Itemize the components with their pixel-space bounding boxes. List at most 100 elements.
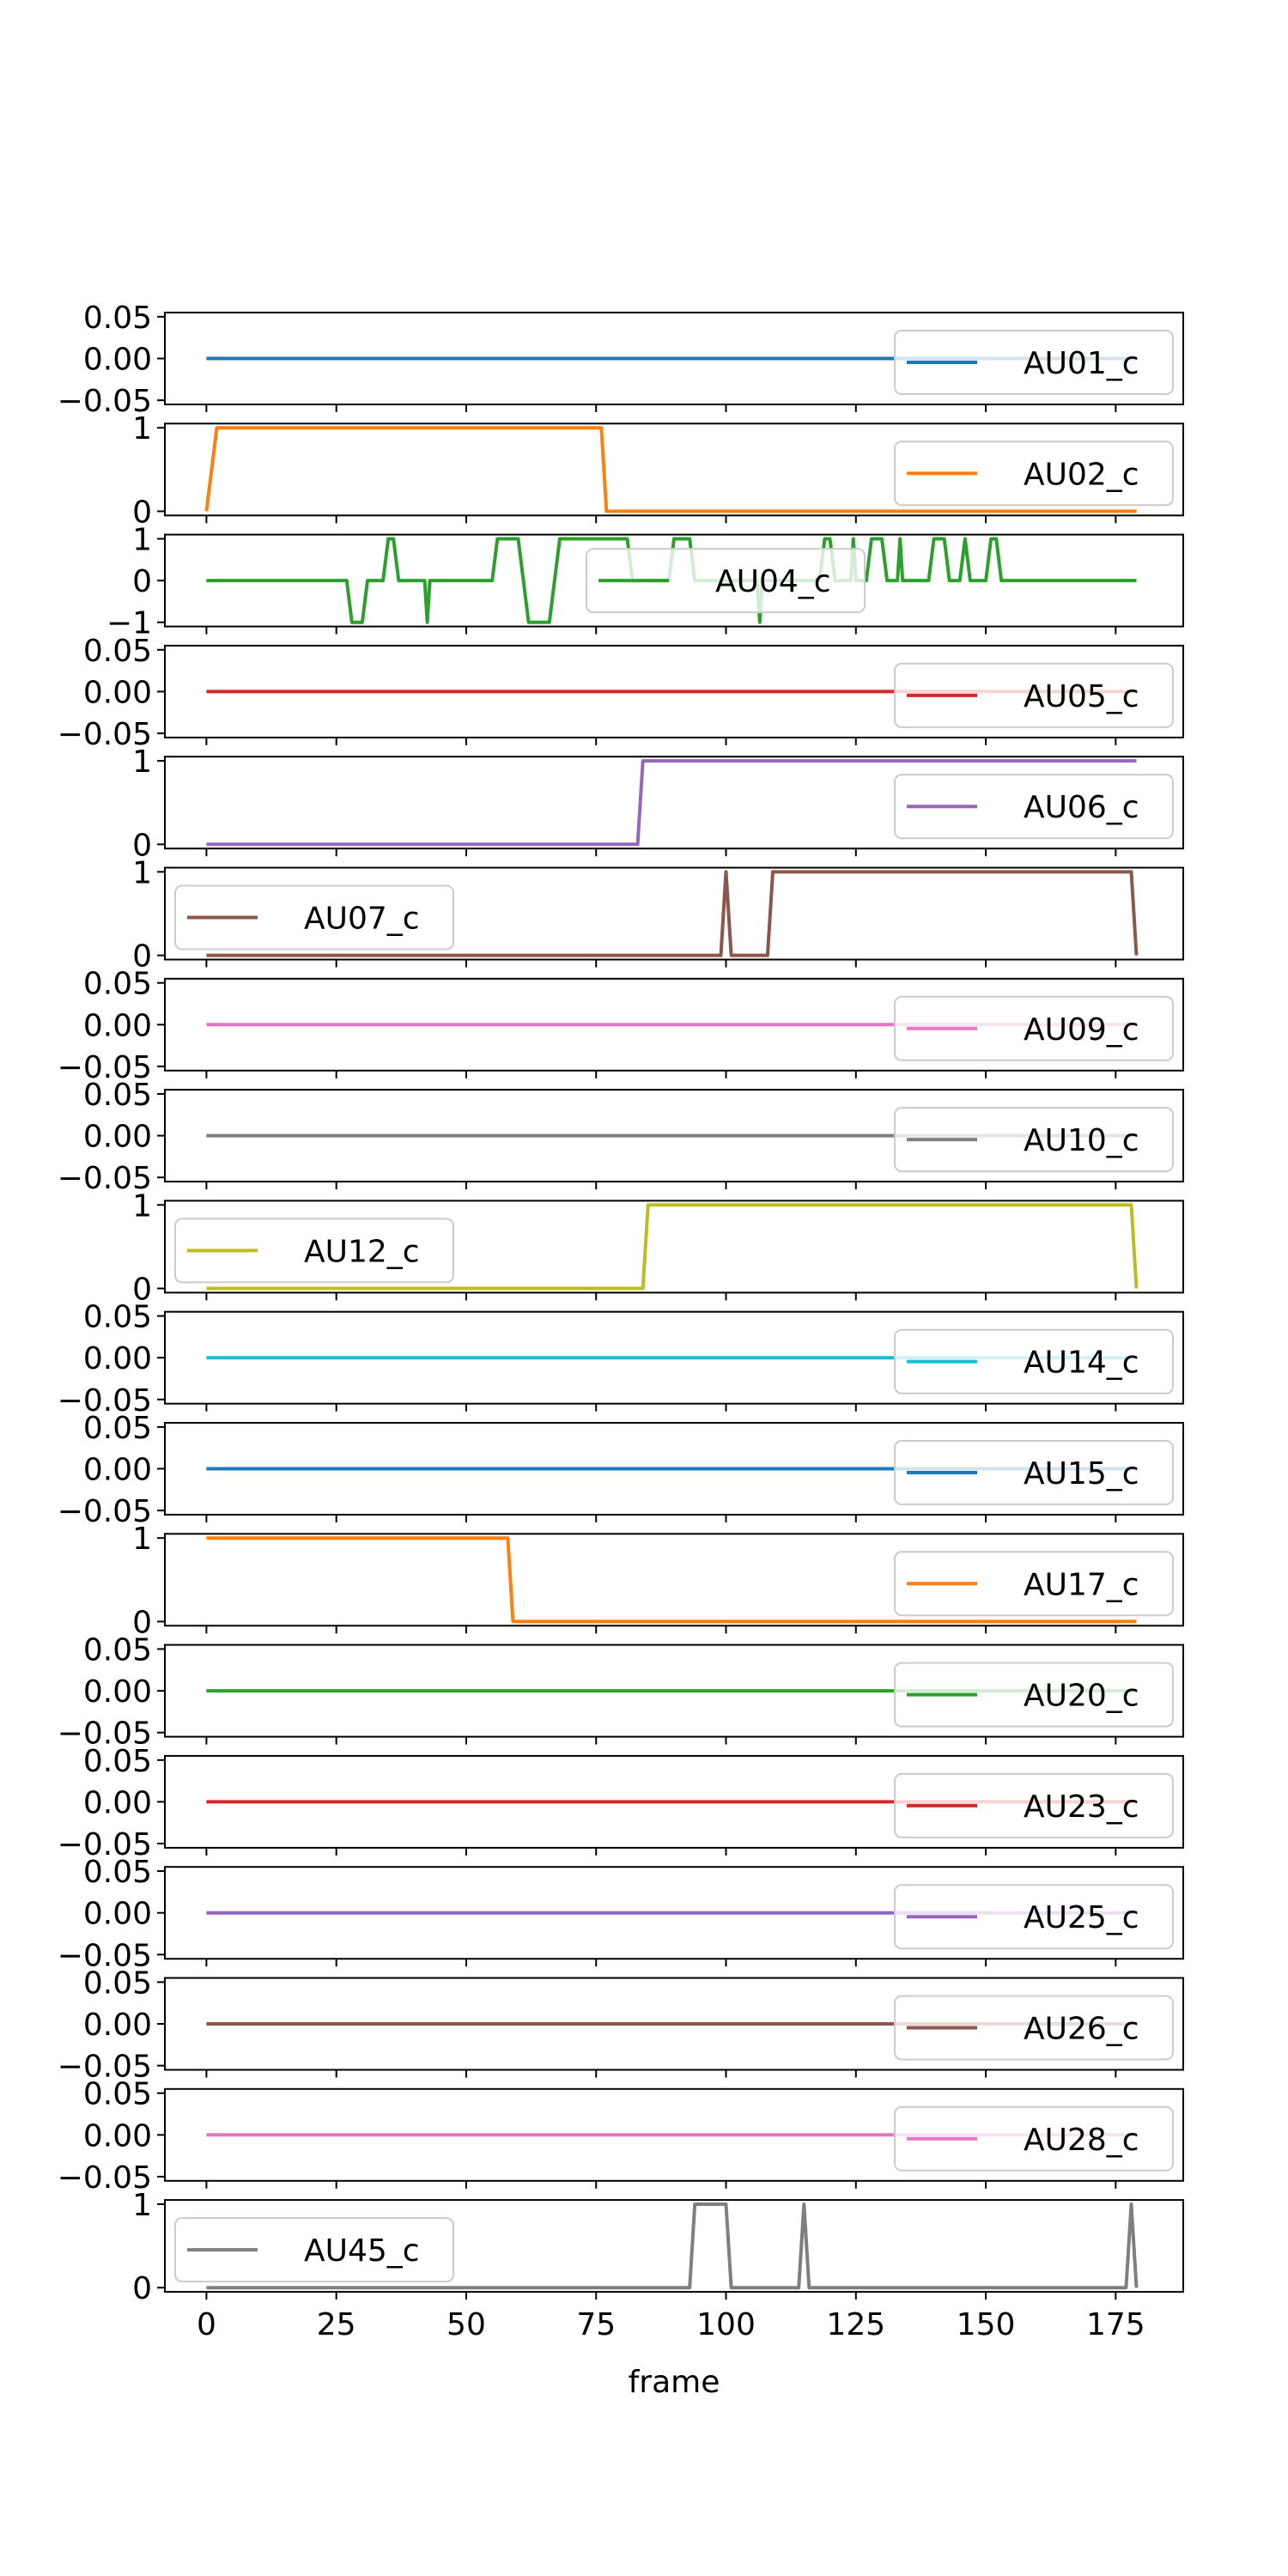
legend-frame bbox=[174, 1218, 454, 1284]
legend-au45-c: AU45_c bbox=[174, 2217, 454, 2283]
y-tick-label: 1 bbox=[132, 744, 152, 780]
legend-frame bbox=[894, 1551, 1174, 1617]
axes-frame bbox=[164, 312, 1184, 405]
y-tick-label: 0.00 bbox=[83, 1008, 152, 1043]
legend-frame bbox=[894, 1995, 1174, 2061]
y-tick-label: 0.00 bbox=[83, 2008, 152, 2043]
legend-frame bbox=[894, 1440, 1174, 1505]
x-tick-label: 175 bbox=[1086, 2307, 1145, 2342]
y-tick-label: 0.00 bbox=[83, 1674, 152, 1710]
legend-label: AU01_c bbox=[1024, 346, 1139, 381]
y-tick-label: −0.05 bbox=[58, 1383, 152, 1419]
legend-au25-c: AU25_c bbox=[894, 1884, 1174, 1950]
legend-label: AU45_c bbox=[304, 2233, 420, 2269]
legend-au06-c: AU06_c bbox=[894, 774, 1174, 840]
y-tick-label: 0.00 bbox=[83, 1341, 152, 1376]
y-tick-label: 0.05 bbox=[83, 1632, 152, 1668]
legend-label: AU26_c bbox=[1024, 2012, 1139, 2047]
axes-frame bbox=[164, 533, 1184, 628]
legend-au01-c: AU01_c bbox=[894, 330, 1174, 395]
y-tick-label: 1 bbox=[132, 411, 152, 447]
subplot-au12-c: 0 1 AU12_c bbox=[132, 1188, 1184, 1308]
series-line-au02-c bbox=[204, 426, 1137, 513]
y-tick-label: 0.05 bbox=[83, 1965, 152, 2001]
x-tick-label: 100 bbox=[696, 2307, 756, 2342]
legend-au15-c: AU15_c bbox=[894, 1440, 1174, 1505]
legend-au05-c: AU05_c bbox=[894, 662, 1174, 728]
y-tick-label: 0.05 bbox=[83, 1744, 152, 1779]
axes-frame bbox=[164, 977, 1184, 1072]
legend-frame bbox=[894, 1772, 1174, 1838]
axes-frame bbox=[164, 1422, 1184, 1516]
y-tick-label: 0 bbox=[132, 828, 152, 863]
x-tick-label: 150 bbox=[957, 2307, 1016, 2342]
subplot-au28-c: −0.05 0.00 0.05 AU28_c bbox=[58, 2077, 1184, 2196]
series-line-au06-c bbox=[206, 759, 1137, 847]
axes-frame bbox=[164, 1866, 1184, 1960]
y-tick-label: 0.00 bbox=[83, 1785, 152, 1820]
y-tick-label: −0.05 bbox=[58, 1827, 152, 1862]
y-tick-label: −0.05 bbox=[58, 2050, 152, 2085]
subplot-au04-c: −1 0 1 AU04_c bbox=[106, 522, 1184, 641]
subplot-au01-c: −0.05 0.00 0.05 AU01_c bbox=[58, 301, 1184, 419]
axes-frame bbox=[164, 1754, 1184, 1849]
legend-label: AU20_c bbox=[1024, 1679, 1139, 1714]
x-tick-label: 75 bbox=[576, 2307, 616, 2342]
legend-frame bbox=[174, 2217, 454, 2283]
y-tick-label: −0.05 bbox=[58, 1938, 152, 1973]
y-tick-label: 1 bbox=[132, 2188, 152, 2223]
x-tick-label: 25 bbox=[317, 2307, 356, 2342]
subplot-au17-c: 0 1 AU17_c bbox=[132, 1522, 1184, 1640]
x-tick-label: 0 bbox=[197, 2307, 216, 2342]
legend-au28-c: AU28_c bbox=[894, 2105, 1174, 2172]
subplot-au23-c: −0.05 0.00 0.05 AU23_c bbox=[58, 1744, 1184, 1862]
subplot-au07-c: 0 1 AU07_c bbox=[132, 855, 1184, 975]
y-tick-label: −0.05 bbox=[58, 1161, 152, 1196]
legend-au04-c: AU04_c bbox=[586, 548, 866, 614]
x-axis: 0 25 50 75 100 125 150 175 bbox=[197, 2307, 1145, 2342]
subplot-au06-c: 0 1 AU06_c bbox=[132, 744, 1184, 863]
legend-au07-c: AU07_c bbox=[174, 884, 454, 951]
y-tick-label: 0 bbox=[132, 1273, 152, 1308]
legend-label: AU10_c bbox=[1024, 1123, 1139, 1158]
axes-frame bbox=[164, 1533, 1184, 1627]
axes-frame bbox=[164, 2199, 1184, 2293]
legend-label: AU04_c bbox=[715, 564, 831, 599]
x-tick-label: 50 bbox=[447, 2307, 486, 2342]
legend-label: AU05_c bbox=[1024, 679, 1139, 714]
axes-frame bbox=[164, 1310, 1184, 1405]
legend-frame bbox=[894, 1662, 1174, 1728]
legend-frame bbox=[894, 440, 1174, 507]
subplot-au14-c: −0.05 0.00 0.05 AU14_c bbox=[58, 1300, 1184, 1419]
legend-au23-c: AU23_c bbox=[894, 1772, 1174, 1838]
legend-frame bbox=[894, 1328, 1174, 1394]
y-tick-label: 0.00 bbox=[83, 675, 152, 710]
y-tick-label: 1 bbox=[132, 522, 152, 557]
axes-frame bbox=[164, 644, 1184, 738]
legend-frame bbox=[894, 330, 1174, 395]
series-line-au12-c bbox=[206, 1203, 1139, 1291]
y-tick-label: −0.05 bbox=[58, 2160, 152, 2196]
y-tick-label: 0.05 bbox=[83, 1855, 152, 1890]
legend-label: AU23_c bbox=[1024, 1789, 1139, 1825]
legend-au20-c: AU20_c bbox=[894, 1662, 1174, 1728]
legend-au09-c: AU09_c bbox=[894, 995, 1174, 1061]
axes-frame bbox=[164, 1643, 1184, 1738]
legend-frame bbox=[894, 774, 1174, 840]
legend-au02-c: AU02_c bbox=[894, 440, 1174, 507]
legend-frame bbox=[586, 548, 866, 614]
y-tick-label: 0.00 bbox=[83, 1453, 152, 1488]
y-tick-label: 1 bbox=[132, 855, 152, 890]
y-tick-label: −0.05 bbox=[58, 1716, 152, 1752]
legend-label: AU09_c bbox=[1024, 1012, 1139, 1048]
y-tick-label: 0.05 bbox=[83, 1078, 152, 1113]
y-tick-label: 0.05 bbox=[83, 967, 152, 1002]
legend-frame bbox=[894, 1884, 1174, 1950]
y-tick-label: 0 bbox=[132, 939, 152, 975]
y-tick-label: 0.00 bbox=[83, 2118, 152, 2154]
legend-label: AU02_c bbox=[1024, 457, 1139, 492]
legend-label: AU15_c bbox=[1024, 1456, 1139, 1492]
legend-label: AU07_c bbox=[304, 902, 420, 937]
legend-frame bbox=[174, 884, 454, 951]
y-tick-label: 1 bbox=[132, 1522, 152, 1557]
